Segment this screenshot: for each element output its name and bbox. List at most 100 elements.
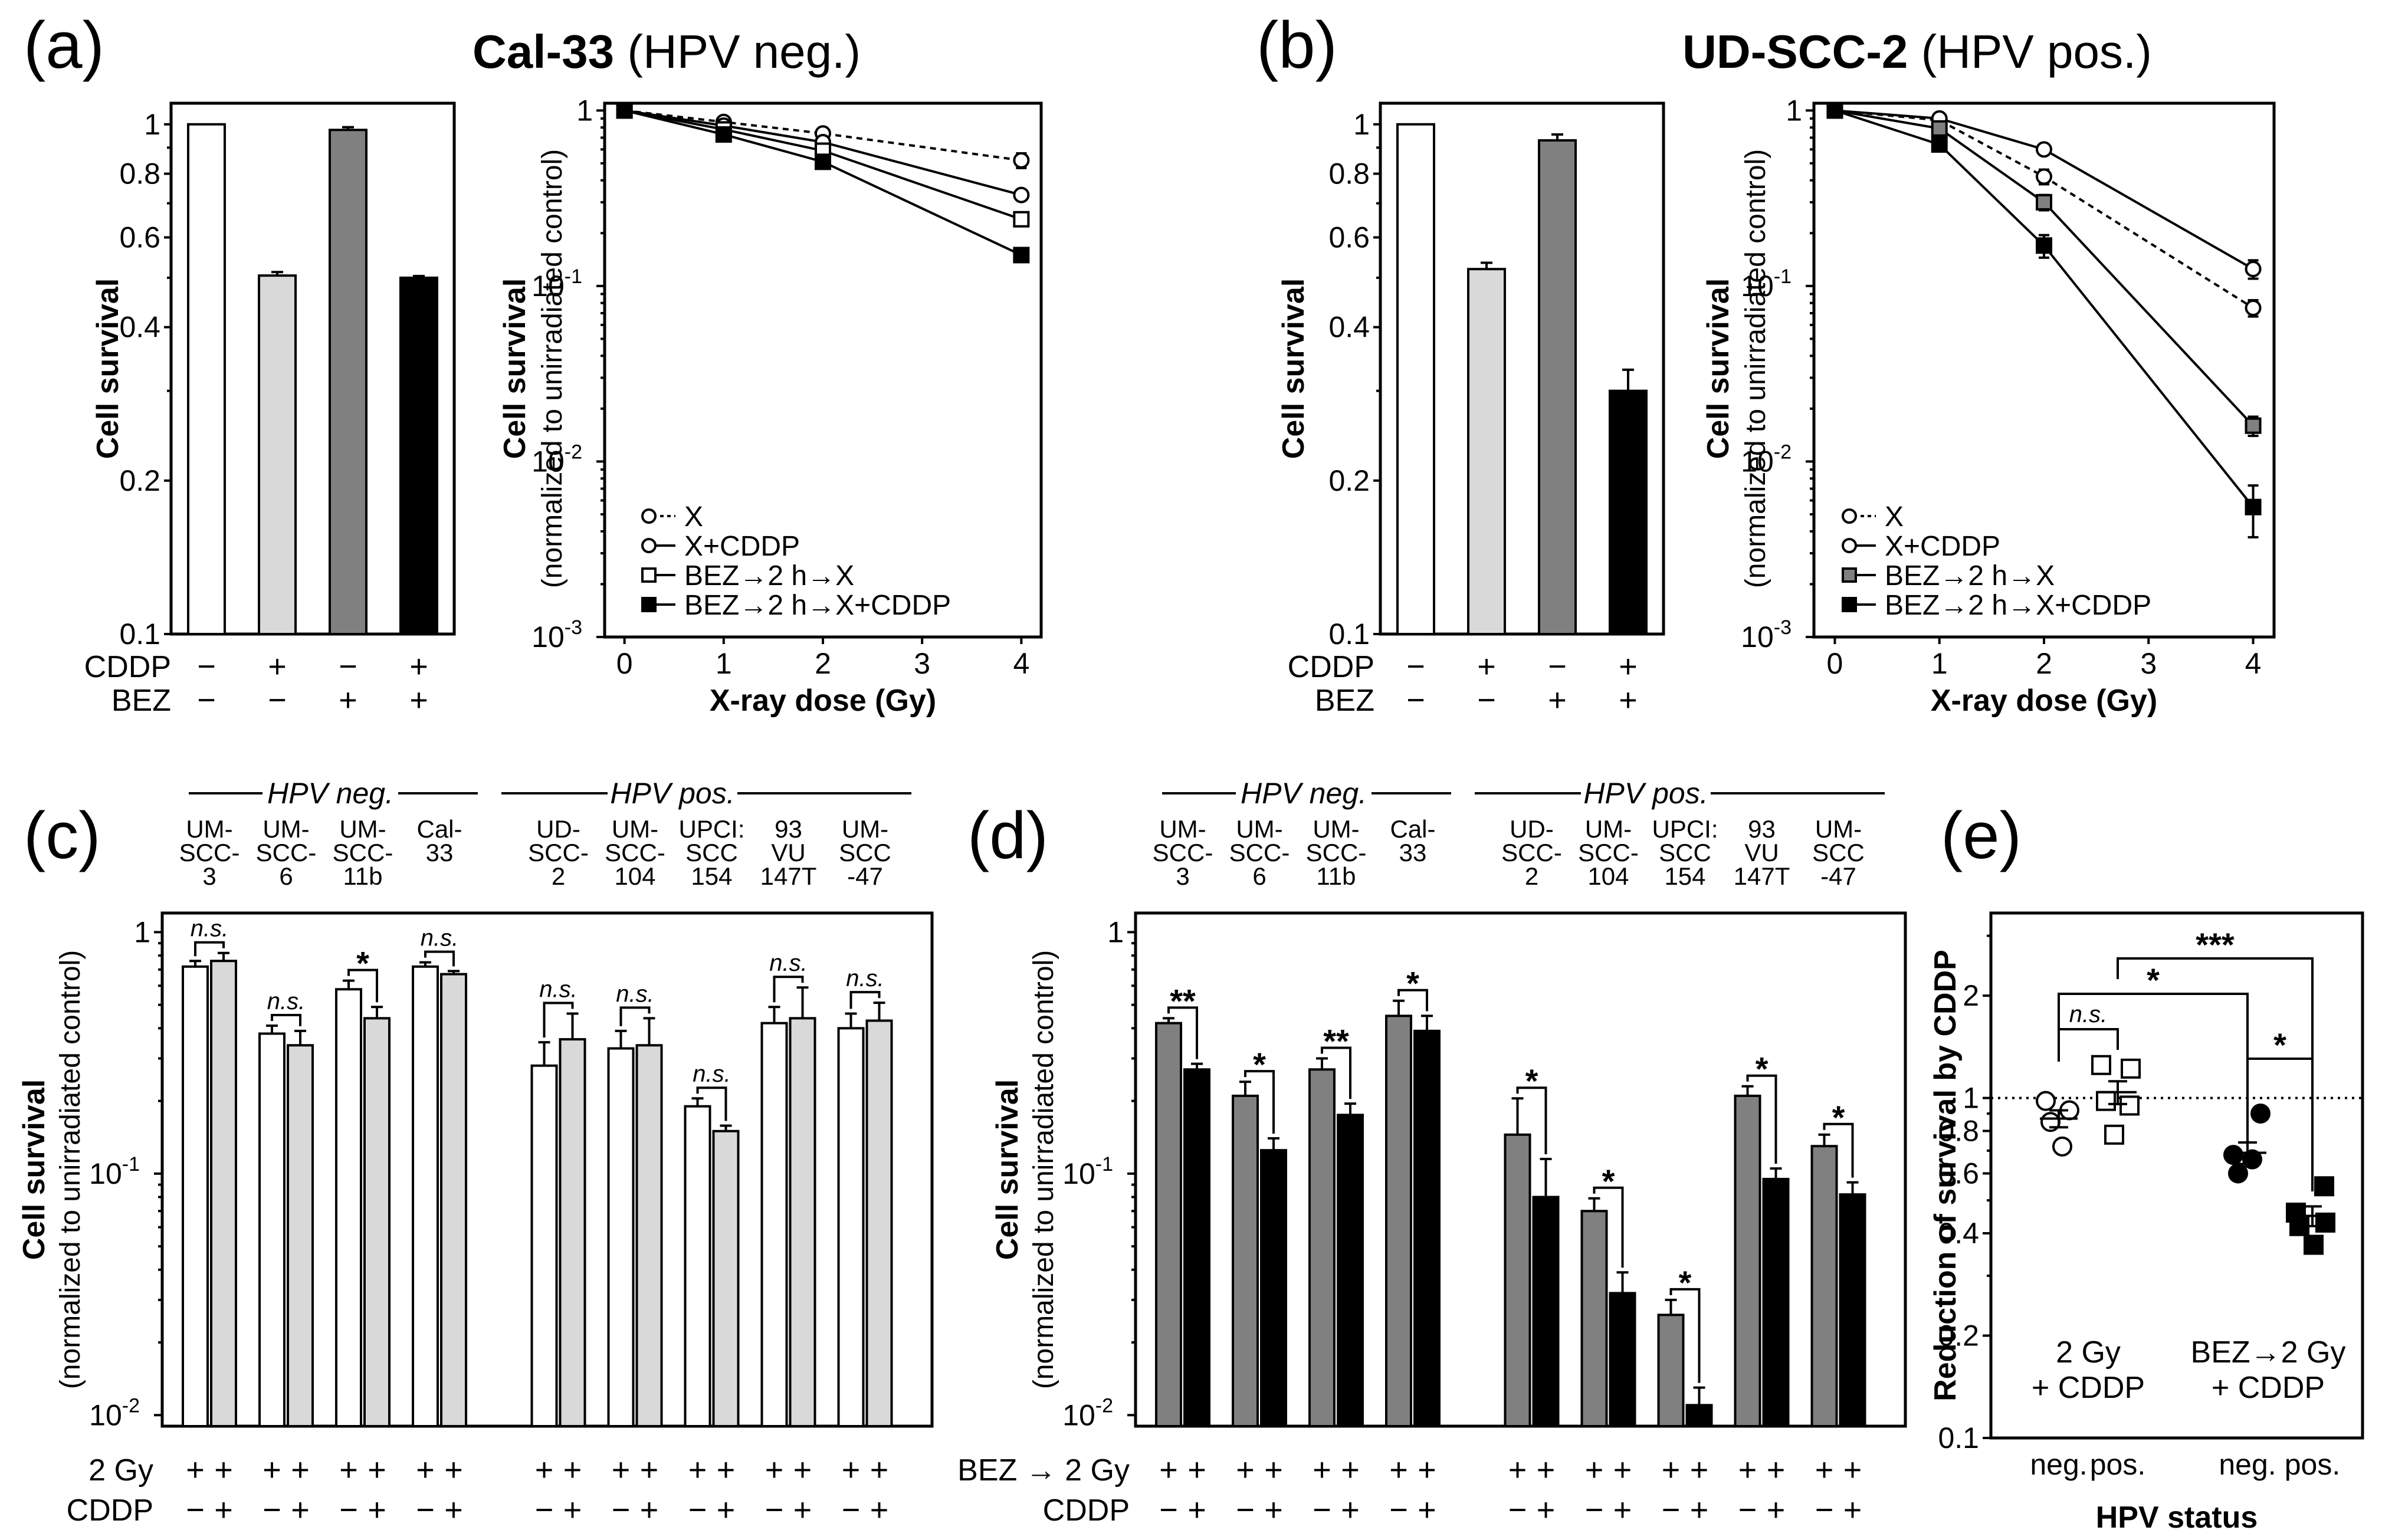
b-right-series-3-point-2 xyxy=(2036,237,2052,254)
d-row1-sym-6: + xyxy=(1690,1452,1709,1488)
legend-b-bez: BEZ→2 h→X xyxy=(1885,560,2055,592)
c-ytick-label: 10-2 xyxy=(89,1394,140,1431)
legend-a-bez: BEZ→2 h→X xyxy=(684,560,854,592)
d-row1-sym-7: + xyxy=(1767,1452,1786,1488)
panel-a-title: Cal-33 (HPV neg.) xyxy=(473,25,861,78)
c-sig-bracket-5 xyxy=(619,1006,651,1026)
e-group-1-point xyxy=(2121,1058,2141,1079)
c-bar-a-4 xyxy=(530,1064,558,1428)
c-cell-label-0: UM- xyxy=(186,815,232,843)
c-row1-sym-8: + xyxy=(842,1452,861,1488)
panel-e-group1-line2: + CDDP xyxy=(2032,1371,2145,1405)
c-row2-sym-1: + xyxy=(291,1492,310,1528)
c-cell-label-2: 11b xyxy=(343,862,383,890)
d-cell-label-2: 11b xyxy=(1317,862,1356,890)
panel-b-bez-label: BEZ xyxy=(1315,684,1374,718)
d-cell-label-3: Cal- xyxy=(1390,815,1435,843)
c-sig-bracket-1 xyxy=(271,1013,301,1026)
d-sig-0: ** xyxy=(1170,982,1196,1019)
panel-a-line-ylabel: Cell survival (normalized to unirradiate… xyxy=(498,149,568,588)
c-sig-bracket-8 xyxy=(849,991,881,1009)
d-bar-a-6 xyxy=(1657,1314,1685,1428)
c-sig-bracket-3 xyxy=(424,950,455,967)
b-left-ytick-label: 0.2 xyxy=(1328,464,1370,497)
d-row1-sym-3: + xyxy=(1389,1452,1408,1488)
b-left-bez-sym-3: + xyxy=(1619,682,1638,718)
d-row1-sym-0: + xyxy=(1159,1452,1178,1488)
b-left-ytick-label: 0.6 xyxy=(1328,221,1370,254)
a-left-ytick-label: 0.2 xyxy=(119,464,160,497)
legend-a-bezc: BEZ→2 h→X+CDDP xyxy=(684,590,951,621)
a-right-xtick-label: 4 xyxy=(1013,647,1029,680)
panel-b-line-ylabel: Cell survival (normalized to unirradiate… xyxy=(1701,149,1771,588)
a-right-series-3-point-0 xyxy=(616,102,633,119)
a-right-xtick-label: 0 xyxy=(616,647,633,680)
e-sig-0: n.s. xyxy=(2069,1002,2107,1027)
c-bar-b-4 xyxy=(559,1038,586,1427)
panel-a-bez-label: BEZ xyxy=(111,684,171,718)
a-left-bez-sym-1: − xyxy=(268,682,287,718)
d-cell-label-8: SCC xyxy=(1812,839,1865,866)
d-row1-sym-2: + xyxy=(1313,1452,1331,1488)
c-cell-label-7: 147T xyxy=(760,862,817,890)
c-row1-sym-8: + xyxy=(870,1452,889,1488)
e-group-2-point xyxy=(2223,1145,2243,1165)
a-left-bar-2 xyxy=(329,129,368,635)
panel-b-line-ylabel-main: Cell survival xyxy=(1701,278,1735,459)
c-sig-0: n.s. xyxy=(191,916,228,942)
b-right-ytick-label: 10-1 xyxy=(1741,265,1792,303)
c-bar-b-7 xyxy=(789,1017,816,1428)
a-right-xtick-label: 1 xyxy=(716,647,732,680)
panel-c-hpv-pos-header: HPV pos. xyxy=(501,777,911,810)
c-row2-sym-8: − xyxy=(842,1492,861,1528)
a-right-series-3-point-1 xyxy=(715,126,732,143)
panel-e-label: (e) xyxy=(1941,799,2022,872)
c-ytick-label: 1 xyxy=(134,915,150,948)
panel-c-hpv-pos-text: HPV pos. xyxy=(610,777,734,810)
c-bar-a-5 xyxy=(607,1047,635,1427)
d-sig-bracket-1 xyxy=(1244,1070,1275,1134)
a-left-bez-sym-0: − xyxy=(197,682,216,718)
panel-b-title: UD-SCC-2 (HPV pos.) xyxy=(1682,25,2152,78)
d-sig-bracket-6 xyxy=(1669,1288,1701,1383)
a-left-cddp-sym-0: − xyxy=(197,649,216,684)
c-bar-b-6 xyxy=(712,1129,740,1427)
d-row2-sym-5: − xyxy=(1585,1492,1604,1528)
a-right-series-3-line xyxy=(624,109,1022,257)
panel-e-group2-line2: + CDDP xyxy=(2212,1371,2325,1405)
panel-d-ylabel-sub: (normalized to unirradiated control) xyxy=(1028,950,1059,1389)
c-cell-label-6: SCC xyxy=(685,839,738,866)
c-row2-sym-5: + xyxy=(640,1492,659,1528)
panel-c-ylabel: Cell survival (normalized to unirradiate… xyxy=(17,950,86,1389)
d-ytick-label: 1 xyxy=(1107,915,1124,948)
d-bar-b-6 xyxy=(1685,1404,1713,1427)
d-cell-label-6: UPCI: xyxy=(1652,815,1718,843)
d-cell-label-7: 93 xyxy=(1748,815,1776,843)
d-cell-label-7: 147T xyxy=(1734,862,1790,890)
c-row1-sym-5: + xyxy=(612,1452,631,1488)
b-right-xtick-label: 3 xyxy=(2140,647,2157,680)
panel-e-group2-line1: BEZ→2 Gy xyxy=(2191,1335,2346,1370)
panel-d-hpv-neg-header: HPV neg. xyxy=(1162,777,1451,810)
d-bar-b-3 xyxy=(1413,1029,1441,1427)
c-bar-a-2 xyxy=(335,988,362,1428)
d-bar-b-1 xyxy=(1260,1149,1287,1428)
c-row1-sym-4: + xyxy=(563,1452,582,1488)
c-sig-bracket-6 xyxy=(696,1086,727,1121)
c-row1-sym-2: + xyxy=(339,1452,358,1488)
panel-d-hpv-neg-text: HPV neg. xyxy=(1241,777,1367,810)
panel-b-bar-frame xyxy=(1379,101,1665,636)
d-bar-a-1 xyxy=(1232,1094,1259,1427)
c-row1-sym-7: + xyxy=(765,1452,784,1488)
panel-b-line-xlabel: X-ray dose (Gy) xyxy=(1931,684,2157,718)
b-left-ytick-label: 0.4 xyxy=(1328,311,1370,344)
legend-b-x-marker xyxy=(1842,508,1857,524)
panel-c-ylabel-main: Cell survival xyxy=(17,1079,51,1260)
d-cell-label-4: SCC- xyxy=(1501,839,1562,866)
c-cell-label-8: SCC xyxy=(839,839,891,866)
panel-d-label: (d) xyxy=(967,799,1048,872)
c-row2-sym-6: + xyxy=(717,1492,736,1528)
d-row1-sym-4: + xyxy=(1508,1452,1527,1488)
c-cell-label-4: SCC- xyxy=(528,839,589,866)
d-cell-label-0: UM- xyxy=(1159,815,1206,843)
